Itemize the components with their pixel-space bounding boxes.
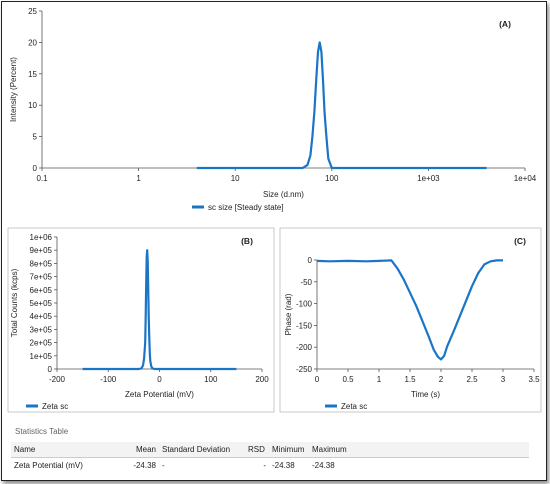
stats-table-title: Statistics Table (15, 427, 69, 436)
x-axis-label-a: Size (d.nm) (263, 190, 304, 199)
x-tick-label-a: 0.1 (36, 174, 48, 183)
stats-cell-mean: -24.38 (133, 461, 156, 470)
stats-row: Zeta Potential (mV) -24.38 - - -24.38 -2… (11, 458, 529, 474)
y-tick-label-b: 2e+05 (30, 339, 53, 348)
x-tick-label-a: 10 (231, 174, 240, 183)
y-tick-label-b: 1e+06 (30, 233, 53, 242)
x-tick-label-b: -200 (49, 375, 66, 384)
x-tick-label-c: 3.5 (528, 375, 540, 384)
panel-label-c: (C) (514, 236, 526, 246)
stats-header-mean: Mean (129, 442, 159, 458)
panel-label-a: (A) (499, 19, 511, 29)
y-tick-label-b: 9e+05 (30, 246, 53, 255)
stats-header-maximum: Maximum (309, 442, 529, 458)
x-tick-label-b: 100 (204, 375, 218, 384)
stats-header-name: Name (11, 442, 129, 458)
x-tick-label-a: 1e+04 (514, 174, 537, 183)
stats-cell-maximum: -24.38 (312, 461, 335, 470)
legend-label-a: sc size [Steady state] (208, 203, 284, 212)
stats-cell-name: Zeta Potential (mV) (14, 461, 83, 470)
series-line-b (82, 249, 237, 371)
chart-c: 0 0.5 1 1.5 2 2.5 3 3.5 0 -50 -100 -150 -200 -250 Time… (279, 227, 542, 413)
y-tick-label-c: -50 (300, 278, 312, 287)
stats-cell-std: - (162, 461, 165, 470)
x-tick-label-b: 200 (255, 375, 269, 384)
y-tick-label-a: 25 (28, 7, 37, 16)
legend-label-b: Zeta sc (42, 402, 68, 411)
y-tick-label-b: 5e+05 (30, 299, 53, 308)
series-line-c (316, 259, 503, 361)
stats-cell-minimum: -24.38 (272, 461, 295, 470)
x-axis-label-b: Zeta Potential (mV) (125, 390, 194, 399)
panel-border-c (279, 227, 542, 413)
y-tick-label-a: 0 (33, 164, 38, 173)
y-tick-label-c: -150 (296, 321, 313, 330)
y-tick-label-b: 6e+05 (30, 286, 53, 295)
x-tick-label-a: 1e+03 (417, 174, 440, 183)
x-tick-label-c: 0.5 (342, 375, 354, 384)
y-tick-label-c: -250 (296, 365, 313, 374)
y-tick-label-b: 1e+05 (30, 352, 53, 361)
x-tick-label-b: -100 (100, 375, 117, 384)
y-axis-label-c: Phase (rad) (284, 293, 293, 335)
series-line-a (196, 41, 487, 170)
y-tick-label-c: 0 (308, 256, 313, 265)
x-tick-label-c: 2 (439, 375, 444, 384)
x-tick-label-c: 2.5 (466, 375, 478, 384)
y-axis-label-a: Intensity (Percent) (9, 57, 18, 122)
y-tick-label-c: -100 (296, 300, 313, 309)
stats-table: Name Mean Standard Deviation RSD Minimum… (11, 442, 529, 473)
y-tick-label-c: -200 (296, 343, 313, 352)
y-tick-label-a: 15 (28, 70, 37, 79)
x-tick-label-b: 0 (157, 375, 162, 384)
x-tick-label-a: 1 (136, 174, 141, 183)
chart-a: 0.1 1 10 100 1e+03 1e+04 0 5 10 15 20 25 Size (d.nm)… (9, 7, 537, 212)
stats-header-row: Name Mean Standard Deviation RSD Minimum… (11, 442, 529, 458)
y-tick-label-b: 3e+05 (30, 325, 53, 334)
x-tick-label-a: 100 (325, 174, 339, 183)
legend-label-c: Zeta sc (341, 402, 367, 411)
x-tick-label-c: 1 (377, 375, 382, 384)
stats-header-rsd: RSD (245, 442, 269, 458)
stats-cell-rsd: - (263, 461, 266, 470)
x-tick-label-c: 1.5 (404, 375, 416, 384)
y-tick-label-a: 5 (33, 133, 38, 142)
y-axis-label-b: Total Counts (kcps) (10, 268, 19, 337)
y-tick-label-b: 4e+05 (30, 312, 53, 321)
panel-label-b: (B) (241, 236, 253, 246)
stats-header-std: Standard Deviation (159, 442, 245, 458)
y-tick-label-b: 0 (48, 365, 53, 374)
x-tick-label-c: 0 (315, 375, 320, 384)
panel-border-b (7, 227, 275, 413)
y-tick-label-b: 7e+05 (30, 273, 53, 282)
y-tick-label-a: 20 (28, 38, 37, 47)
x-axis-label-c: Time (s) (411, 390, 440, 399)
chart-b: -200 -100 0 100 200 0 1e+05 2e+05 3e+05 4e+05 5e+0… (7, 227, 275, 413)
x-tick-label-c: 3 (501, 375, 506, 384)
stats-header-minimum: Minimum (269, 442, 309, 458)
y-tick-label-b: 8e+05 (30, 259, 53, 268)
y-tick-label-a: 10 (28, 101, 37, 110)
